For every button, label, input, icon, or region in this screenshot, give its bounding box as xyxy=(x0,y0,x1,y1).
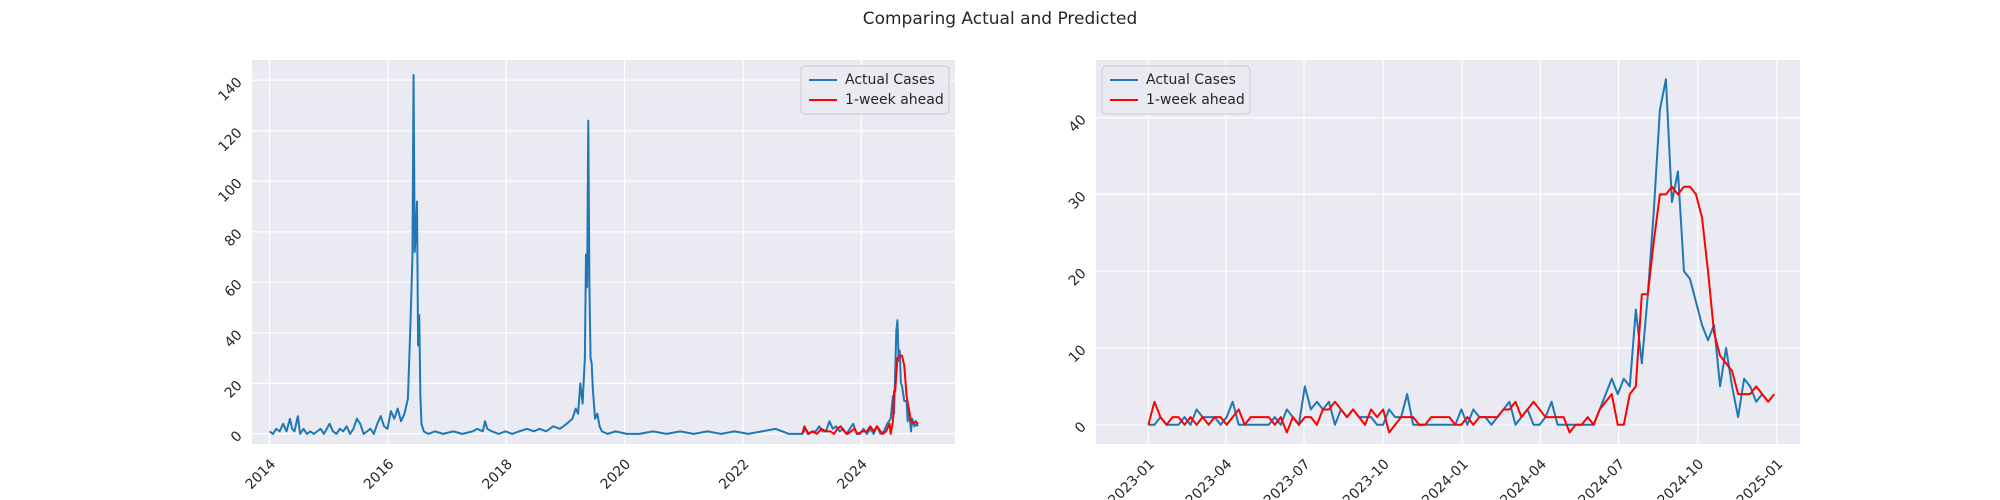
x-tick-label: 2023-04 xyxy=(1183,456,1236,500)
chart-panel-right: 2023-01 2023-04 2023-07 2023-10 2024-01 2024-… xyxy=(1066,60,1800,500)
x-tick-label: 2024-10 xyxy=(1655,456,1708,500)
y-tick-label: 20 xyxy=(1066,266,1090,290)
x-tick-label: 2023-01 xyxy=(1105,456,1158,500)
y-tick-label: 10 xyxy=(1066,342,1090,366)
y-tick-label: 60 xyxy=(222,277,246,301)
legend-label: Actual Cases xyxy=(1146,72,1236,88)
legend-label: Actual Cases xyxy=(845,72,935,88)
series-line-actual-cases xyxy=(268,74,919,435)
series-line-one-week-ahead xyxy=(801,354,919,435)
chart-panel-left: 2014 2016 2018 2020 2022 2024 0 20 40 60 80 100 120 1… xyxy=(215,60,955,493)
y-tick-label: 20 xyxy=(222,378,246,402)
y-tick-label: 40 xyxy=(222,327,246,351)
y-tick-label: 0 xyxy=(1072,419,1090,437)
y-tick-label: 40 xyxy=(1066,112,1090,136)
legend: Actual Cases 1-week ahead xyxy=(1101,65,1251,115)
x-tick-label: 2020 xyxy=(598,456,635,493)
series-line-actual-cases xyxy=(1148,78,1769,426)
y-tick-label: 0 xyxy=(228,428,246,446)
x-tick-label: 2023-07 xyxy=(1261,456,1314,500)
legend-label: 1-week ahead xyxy=(845,92,944,108)
x-tick-label: 2023-10 xyxy=(1340,456,1393,500)
x-tick-label: 2014 xyxy=(243,456,280,493)
x-tick-label: 2024-01 xyxy=(1419,456,1472,500)
legend-box xyxy=(800,65,950,115)
x-tick-label: 2016 xyxy=(361,456,398,493)
legend-box xyxy=(1101,65,1251,115)
x-tick-label: 2024-07 xyxy=(1576,456,1629,500)
plot-area xyxy=(252,60,955,444)
y-tick-label: 80 xyxy=(222,226,246,250)
y-tick-label: 120 xyxy=(215,125,245,155)
figure-title: Comparing Actual and Predicted xyxy=(863,9,1138,29)
x-tick-label: 2025-01 xyxy=(1734,456,1787,500)
x-tick-label: 2018 xyxy=(479,456,516,493)
x-tick-label: 2022 xyxy=(716,456,753,493)
legend-label: 1-week ahead xyxy=(1146,92,1245,108)
legend: Actual Cases 1-week ahead xyxy=(800,65,950,115)
series-line-one-week-ahead xyxy=(1147,185,1775,434)
x-tick-label: 2024-04 xyxy=(1497,456,1550,500)
y-tick-label: 30 xyxy=(1066,189,1090,213)
x-tick-label: 2024 xyxy=(834,456,871,493)
y-tick-label: 100 xyxy=(215,176,245,206)
y-tick-label: 140 xyxy=(215,75,245,105)
